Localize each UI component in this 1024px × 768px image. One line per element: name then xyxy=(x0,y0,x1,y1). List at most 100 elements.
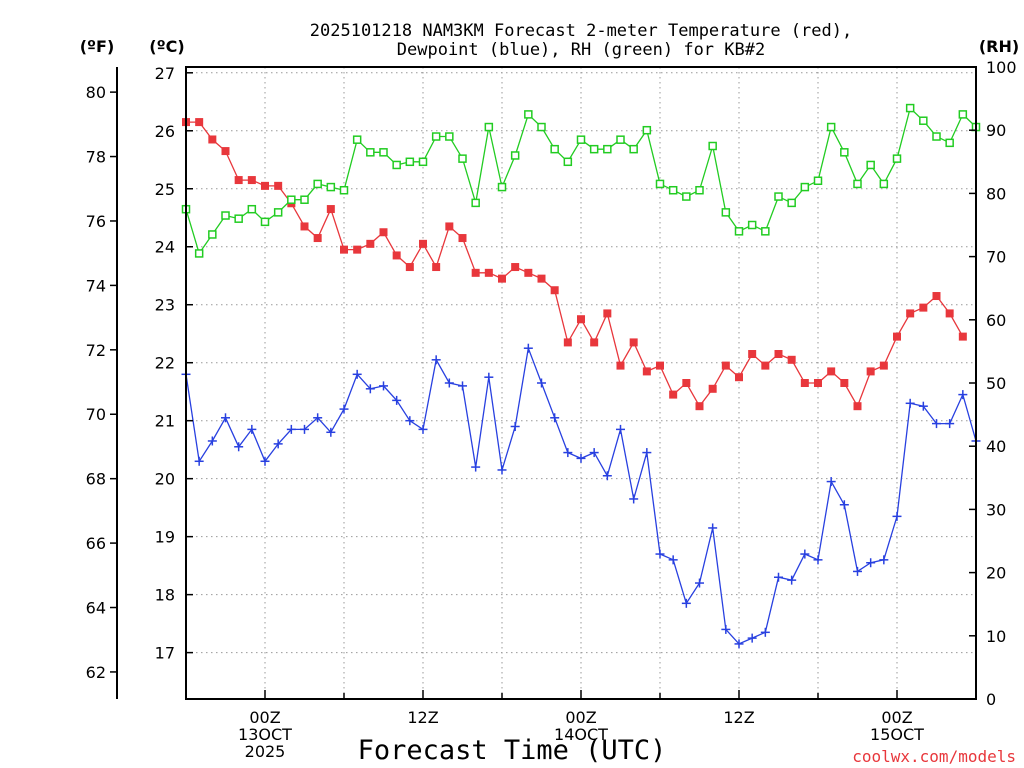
temperature-point xyxy=(563,338,572,347)
dewpoint-point xyxy=(681,598,691,608)
dewpoint-point xyxy=(892,511,902,521)
rh-point xyxy=(932,132,941,141)
rh-point xyxy=(392,160,401,170)
temperature-point xyxy=(814,379,822,387)
unit-label-rh: (RH) xyxy=(979,37,1019,56)
rh-point xyxy=(497,182,507,192)
dewpoint-point xyxy=(563,448,573,458)
temperature-point xyxy=(419,239,427,248)
celsius-tick-label: 23 xyxy=(155,296,175,315)
rh-point xyxy=(563,157,573,167)
celsius-tick-label: 22 xyxy=(155,354,175,373)
temperature-point xyxy=(919,303,928,312)
dewpoint-point xyxy=(879,555,889,565)
temperature-point xyxy=(761,361,770,370)
x-tick-label-line1: 00Z xyxy=(881,708,912,727)
temperature-point xyxy=(234,176,243,185)
x-axis-title: Forecast Time (UTC) xyxy=(358,735,667,766)
rh-point xyxy=(761,227,770,236)
temperature-point xyxy=(616,361,625,370)
dewpoint-point xyxy=(958,390,968,400)
rh-point xyxy=(339,185,349,195)
dewpoint-point xyxy=(853,566,862,576)
temperature-point xyxy=(300,222,309,231)
dewpoint-point xyxy=(695,578,704,588)
rh-point xyxy=(300,195,309,204)
dewpoint-point xyxy=(760,627,770,637)
rh-point xyxy=(616,135,625,144)
dewpoint-point xyxy=(523,343,533,353)
dewpoint-point xyxy=(418,424,428,434)
temperature-point xyxy=(721,361,730,370)
dewpoint-point xyxy=(826,477,836,487)
rh-point xyxy=(721,208,731,217)
temperature-point xyxy=(748,350,757,359)
dewpoint-point xyxy=(365,384,375,394)
dewpoint-point xyxy=(444,378,454,388)
dewpoint-point xyxy=(194,456,204,466)
rh-point xyxy=(524,110,533,119)
temperature-point xyxy=(524,268,533,277)
dewpoint-point xyxy=(352,369,362,379)
dewpoint-point xyxy=(602,471,612,481)
rh-point xyxy=(892,154,902,163)
x-tick-label-line1: 00Z xyxy=(249,708,280,727)
celsius-tick-label: 26 xyxy=(155,122,175,141)
rh-point xyxy=(445,132,454,141)
series-temperature xyxy=(182,118,967,411)
rh-point xyxy=(800,182,810,192)
rh-point xyxy=(287,195,296,204)
fahrenheit-tick-label: 70 xyxy=(86,405,106,424)
temperature-point xyxy=(221,147,230,156)
celsius-tick-label: 25 xyxy=(155,180,175,199)
fahrenheit-tick-label: 68 xyxy=(86,470,106,489)
dewpoint-point xyxy=(458,381,467,391)
rh-point xyxy=(458,154,467,163)
dewpoint-point xyxy=(286,424,296,434)
rh-point xyxy=(603,144,612,154)
temperature-point xyxy=(445,222,454,231)
fahrenheit-tick-label: 80 xyxy=(86,83,106,102)
dewpoint-point xyxy=(905,398,915,408)
rh-point xyxy=(958,110,968,119)
temperature-point xyxy=(195,118,204,127)
dewpoint-point xyxy=(300,424,309,434)
dewpoint-point xyxy=(392,395,402,405)
temperature-point xyxy=(893,332,901,341)
rh-point xyxy=(905,103,915,113)
rh-tick-label: 100 xyxy=(986,58,1017,77)
temperature-point xyxy=(537,274,546,283)
rh-point xyxy=(774,192,783,201)
temperature-point xyxy=(827,367,836,376)
dewpoint-point xyxy=(497,465,507,475)
temperature-point xyxy=(550,286,559,295)
rh-point xyxy=(826,122,836,132)
rh-point xyxy=(879,179,889,189)
dewpoint-point xyxy=(932,419,941,429)
rh-point xyxy=(642,125,652,135)
rh-point xyxy=(208,230,217,239)
temperature-point xyxy=(590,338,599,347)
dewpoint-point xyxy=(484,372,494,382)
temperature-point xyxy=(708,384,717,393)
rh-point xyxy=(853,179,862,189)
dewpoint-point xyxy=(629,494,639,504)
temperature-point xyxy=(958,332,967,341)
rh-point xyxy=(418,157,428,167)
temperature-point xyxy=(405,263,414,272)
dewpoint-point xyxy=(787,575,797,585)
rh-point xyxy=(576,135,586,144)
temperature-point xyxy=(577,315,585,324)
temperature-point xyxy=(879,361,888,370)
rh-tick-label: 20 xyxy=(986,564,1006,583)
temperature-point xyxy=(787,355,796,364)
rh-point xyxy=(471,198,480,208)
dewpoint-point xyxy=(800,549,810,559)
temperature-point xyxy=(932,292,941,301)
temperature-point xyxy=(511,263,520,272)
dewpoint-point xyxy=(918,401,928,411)
dewpoint-point xyxy=(207,436,217,446)
rh-point xyxy=(405,157,415,167)
rh-point xyxy=(668,185,678,195)
dewpoint-point xyxy=(616,424,625,434)
